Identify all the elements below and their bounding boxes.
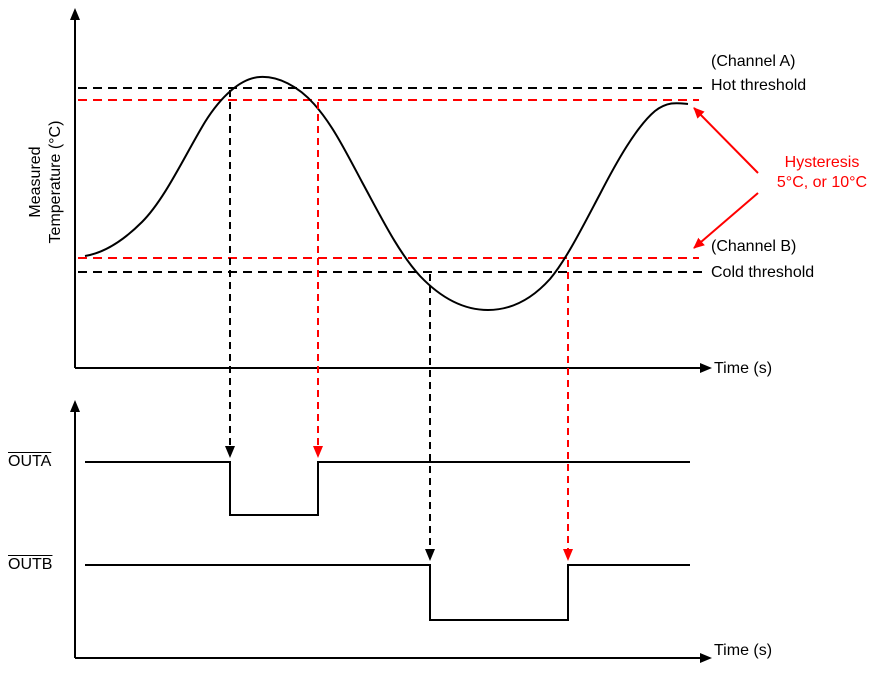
bottom-x-axis-arrow — [700, 653, 712, 663]
hysteresis-label-line1: Hysteresis — [784, 154, 860, 171]
cold-threshold-label: Cold threshold — [711, 264, 815, 281]
outa-waveform — [85, 461, 690, 516]
top-time-axis-label: Time (s) — [714, 360, 773, 377]
temperature-curve — [84, 75, 689, 312]
top-y-axis-arrow — [70, 8, 80, 20]
hysteresis-pointer-arrows — [693, 107, 759, 249]
bottom-y-axis-arrow — [70, 400, 80, 412]
hot-threshold-label: Hot threshold — [711, 77, 807, 94]
top-graph-axes — [74, 18, 702, 369]
hysteresis-label: Hysteresis 5°C, or 10°C — [760, 153, 884, 193]
hot-release-arrow — [313, 446, 323, 458]
channel-b-label: (Channel B) — [711, 238, 797, 255]
top-x-axis-arrow — [700, 363, 712, 373]
cold-trip-arrow — [425, 549, 435, 561]
hot-trip-arrow — [225, 446, 235, 458]
bottom-graph-axes — [74, 410, 702, 659]
y-axis-label: Measured Temperature (°C) — [26, 121, 66, 244]
y-axis-label-line1: Measured — [27, 146, 44, 218]
y-axis-label-line2: Temperature (°C) — [47, 120, 64, 244]
hysteresis-label-line2: 5°C, or 10°C — [776, 174, 868, 191]
outb-waveform — [85, 564, 690, 621]
outa-signal-label: OUTA — [8, 453, 52, 470]
outb-signal-label: OUTB — [8, 556, 53, 573]
bottom-time-axis-label: Time (s) — [714, 642, 773, 659]
channel-a-label: (Channel A) — [711, 53, 796, 70]
cold-release-arrow — [563, 549, 573, 561]
